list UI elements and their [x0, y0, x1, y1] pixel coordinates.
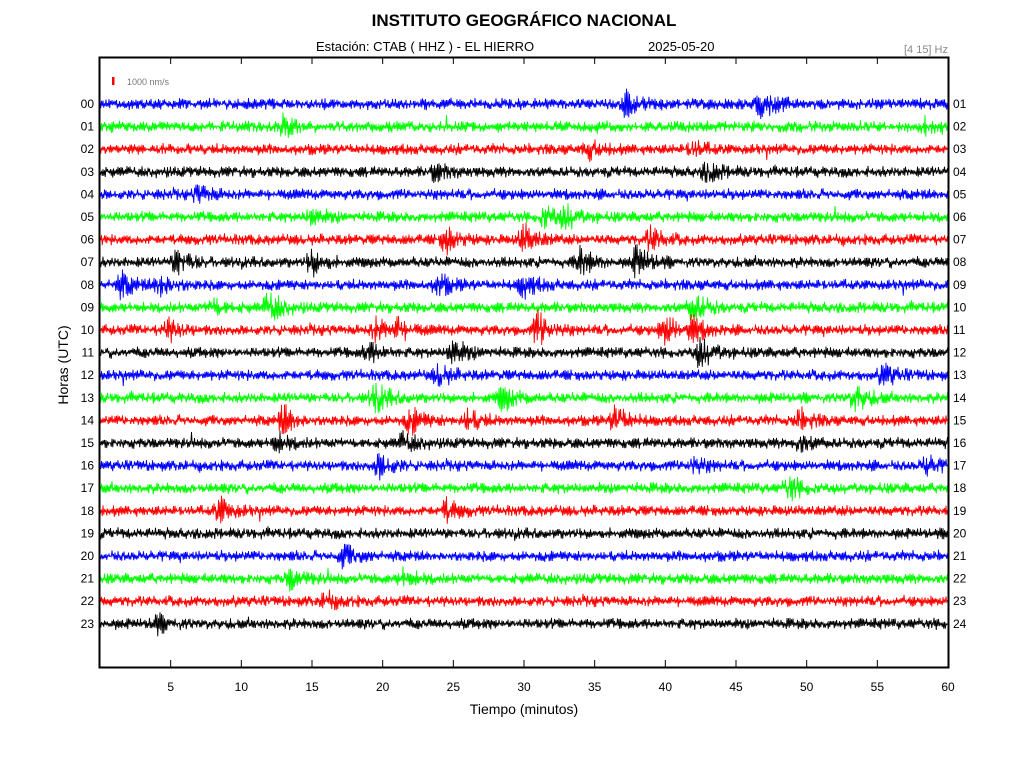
- x-tick-label: 15: [305, 680, 319, 694]
- trace-hour-22: [99, 589, 948, 611]
- left-hour-label: 02: [81, 142, 95, 156]
- trace-hour-15: [99, 430, 948, 454]
- trace-hour-12: [99, 362, 948, 387]
- left-hour-label: 21: [81, 572, 95, 586]
- right-hour-label: 13: [953, 368, 967, 382]
- x-tick-label: 55: [871, 680, 885, 694]
- x-tick-label: 25: [447, 680, 461, 694]
- x-tick-label: 30: [517, 680, 531, 694]
- trace-hour-19: [99, 526, 948, 541]
- plot-frame: [98, 56, 950, 669]
- right-hour-labels: 01 02 03 04 05 06 07 08 09 10 11 12 13 14 15 16 17 18 19 20…: [953, 97, 967, 631]
- x-axis-label: Tiempo (minutos): [470, 701, 578, 717]
- right-hour-label: 09: [953, 278, 967, 292]
- left-hour-label: 12: [81, 368, 95, 382]
- trace-hour-20: [99, 543, 948, 570]
- left-hour-label: 06: [81, 233, 95, 247]
- x-tick-label: 60: [941, 680, 955, 694]
- left-hour-label: 23: [81, 617, 95, 631]
- date-label: 2025-05-20: [648, 39, 715, 54]
- trace-hour-08: [99, 269, 948, 301]
- right-hour-label: 03: [953, 142, 967, 156]
- left-hour-label: 17: [81, 481, 95, 495]
- x-axis-ticks: 5 10 15 20 25 30 35 40 45 50 55 60: [167, 58, 955, 694]
- right-hour-label: 21: [953, 549, 967, 563]
- x-tick-label: 35: [588, 680, 602, 694]
- trace-hour-09: [99, 292, 948, 321]
- left-hour-label: 10: [81, 323, 95, 337]
- station-label: Estación: CTAB ( HHZ ) - EL HIERRO: [316, 39, 534, 54]
- trace-hour-03: [99, 161, 948, 184]
- left-hour-label: 15: [81, 436, 95, 450]
- right-hour-label: 06: [953, 210, 967, 224]
- right-hour-label: 14: [953, 391, 967, 405]
- left-hour-label: 11: [82, 346, 95, 360]
- right-hour-label: 15: [953, 413, 967, 427]
- left-hour-label: 03: [81, 165, 95, 179]
- right-hour-label: 17: [953, 459, 967, 473]
- right-hour-label: 20: [953, 526, 967, 540]
- right-hour-label: 19: [953, 504, 967, 518]
- y-axis-label: Horas (UTC): [55, 325, 71, 404]
- left-hour-label: 19: [81, 526, 95, 540]
- trace-hour-00: [99, 88, 948, 120]
- right-hour-label: 12: [953, 346, 967, 360]
- left-hour-labels: 00 01 02 03 04 05 06 07 08 09 10 11 12 13 14 15 16 17 18 19…: [81, 97, 95, 631]
- scale-bar-label: 1000 nm/s: [127, 77, 170, 87]
- trace-hour-13: [99, 382, 948, 414]
- right-hour-label: 02: [953, 120, 967, 134]
- trace-hour-11: [99, 337, 948, 368]
- trace-hour-16: [99, 453, 948, 481]
- trace-hour-10: [99, 309, 948, 346]
- left-hour-label: 09: [81, 300, 95, 314]
- right-hour-label: 22: [953, 572, 967, 586]
- frequency-band: [4 15] Hz: [904, 44, 948, 56]
- trace-hour-23: [99, 612, 948, 637]
- left-hour-label: 16: [81, 459, 95, 473]
- trace-hour-21: [99, 566, 948, 592]
- right-hour-label: 04: [953, 165, 967, 179]
- right-hour-label: 16: [953, 436, 967, 450]
- trace-hour-06: [99, 222, 948, 256]
- left-hour-label: 00: [81, 97, 95, 111]
- trace-hour-14: [99, 404, 948, 436]
- right-hour-label: 07: [953, 233, 967, 247]
- left-hour-label: 22: [81, 594, 95, 608]
- x-tick-label: 40: [659, 680, 673, 694]
- right-hour-label: 24: [953, 617, 967, 631]
- x-tick-label: 45: [729, 680, 743, 694]
- seismic-traces: [99, 88, 948, 637]
- left-hour-label: 13: [81, 391, 95, 405]
- right-hour-label: 01: [953, 97, 967, 111]
- trace-hour-07: [99, 244, 948, 279]
- x-tick-label: 20: [376, 680, 390, 694]
- right-hour-label: 11: [953, 323, 966, 337]
- trace-hour-01: [99, 112, 948, 139]
- left-hour-label: 20: [81, 549, 95, 563]
- trace-hour-04: [99, 184, 948, 204]
- scale-bar: [112, 77, 115, 85]
- left-hour-label: 01: [81, 120, 95, 134]
- left-hour-label: 18: [81, 504, 95, 518]
- right-hour-label: 10: [953, 300, 967, 314]
- x-tick-label: 10: [235, 680, 249, 694]
- right-hour-label: 08: [953, 255, 967, 269]
- trace-hour-17: [99, 476, 948, 502]
- x-tick-label: 50: [800, 680, 814, 694]
- trace-hour-18: [99, 495, 948, 524]
- right-hour-label: 05: [953, 187, 967, 201]
- trace-hour-02: [99, 139, 948, 162]
- trace-hour-05: [99, 203, 948, 230]
- right-hour-label: 18: [953, 481, 967, 495]
- left-hour-label: 07: [81, 255, 95, 269]
- left-hour-label: 04: [81, 187, 95, 201]
- left-hour-label: 08: [81, 278, 95, 292]
- chart-title: INSTITUTO GEOGRÁFICO NACIONAL: [372, 11, 677, 30]
- right-hour-label: 23: [953, 594, 967, 608]
- left-hour-label: 05: [81, 210, 95, 224]
- left-hour-label: 14: [81, 413, 95, 427]
- x-tick-label: 5: [167, 680, 174, 694]
